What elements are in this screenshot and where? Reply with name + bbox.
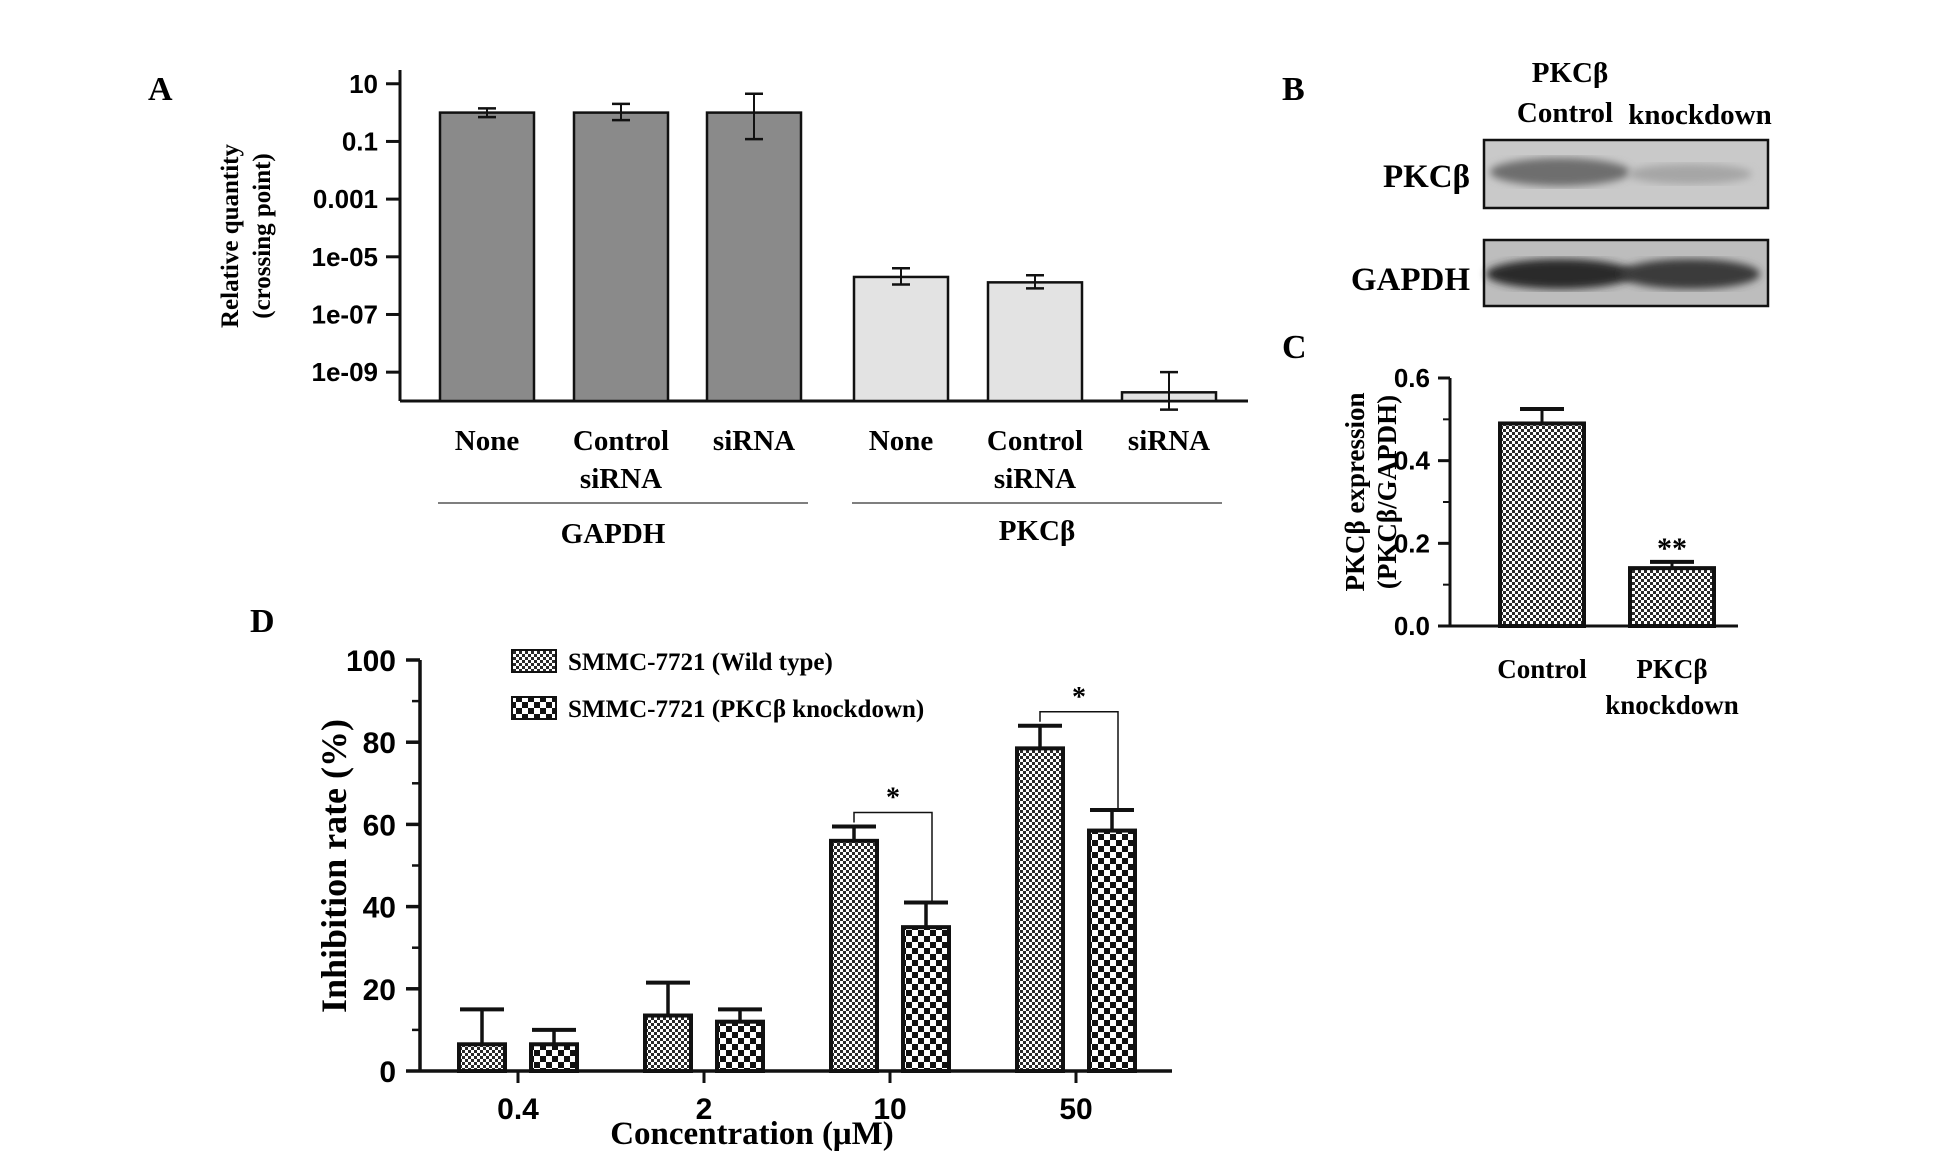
panel-a-bar: [986, 281, 1084, 403]
panel-c-ylabel-line-1: PKCβ expression: [1340, 393, 1370, 592]
blot-column-label-control: Control: [1517, 97, 1613, 129]
panel-label-a: A: [148, 71, 173, 108]
panel-c-y-tick-label: 0.2: [1394, 528, 1430, 558]
panel-a-y-tick-label: 0.1: [342, 126, 378, 156]
panel-a-y-axis-label: Relative quantity (crossing point): [217, 143, 276, 328]
panel-a-ylabel-line-1: Relative quantity: [217, 143, 244, 328]
legend-label-knockdown: SMMC-7721 (PKCβ knockdown): [568, 696, 924, 723]
panel-a-bar: [438, 111, 536, 403]
blot-column-label-knockdown-line-1: PKCβ: [1532, 57, 1609, 89]
panel-a-bar: [852, 275, 950, 403]
panel-d-bar: [529, 1042, 579, 1074]
panel-c-y-tick-label: 0.6: [1394, 363, 1430, 393]
panel-d-y-tick-label: 80: [363, 727, 396, 760]
panel-a-x-tick-label: Control: [987, 425, 1083, 457]
panel-d-bar: [643, 1013, 693, 1074]
panel-d-xlabel: Concentration (μM): [610, 1116, 894, 1152]
panel-a-x-tick-label: siRNA: [713, 425, 795, 457]
blot-band-gapdh-knockdown: [1620, 259, 1760, 289]
panel-d-y-tick-label: 40: [363, 892, 396, 925]
panel-c-significance-mark: **: [1657, 532, 1687, 565]
panel-a-y-tick-label: 0.001: [313, 184, 378, 214]
panel-c-y-tick-label: 0.4: [1394, 446, 1431, 476]
panel-d-y-tick-label: 20: [363, 974, 396, 1007]
blot-band-pkcb-knockdown: [1628, 164, 1752, 184]
panel-d-y-tick-label: 0: [379, 1056, 396, 1089]
panel-a-y-tick-label: 10: [349, 69, 378, 99]
panel-d-bar: [1087, 828, 1137, 1073]
panel-a-y-tick-label: 1e-05: [312, 242, 379, 272]
panel-c-ylabel-line-2: (PKCβ/GAPDH): [1372, 395, 1402, 589]
blot-row-label-gapdh: GAPDH: [1351, 262, 1470, 298]
blot-band-pkcb-control: [1490, 158, 1630, 186]
panel-c-bar: [1498, 421, 1586, 629]
panel-d-bar: [829, 838, 879, 1074]
panel-d-significance-mark: *: [886, 782, 900, 813]
blot-band-gapdh-control: [1486, 259, 1634, 289]
western-blot: PKCβ knockdown Control PKCβ GAPDH: [1351, 57, 1772, 308]
panel-c-chart: 0.0 0.2 0.4 0.6 Control ** PKCβ knockdown: [1394, 363, 1739, 720]
panel-d-x-tick-label: 0.4: [497, 1093, 539, 1126]
panel-c-y-tick-label: 0.0: [1394, 611, 1430, 641]
panel-a-x-tick-label: None: [455, 425, 520, 457]
panel-d-bar: [457, 1042, 507, 1074]
panel-c-x-tick-label: Control: [1497, 654, 1587, 684]
panel-d-significance-bracket: [1039, 711, 1119, 809]
blot-row-label-pkcb: PKCβ: [1383, 159, 1470, 195]
panel-c-x-tick-label: PKCβ: [1636, 654, 1707, 684]
panel-d-ylabel: Inhibition rate (%): [314, 719, 354, 1013]
panel-a-x-tick-label: siRNA: [994, 463, 1076, 495]
panel-d-y-tick-label: 60: [363, 809, 396, 842]
panel-a-x-tick-label: Control: [573, 425, 669, 457]
panel-d-x-tick-label: 50: [1059, 1093, 1092, 1126]
panel-d-bar: [901, 925, 951, 1074]
panel-a-bar: [705, 111, 803, 403]
legend-swatch-wild-type: [511, 649, 557, 673]
panel-d-y-tick-label: 100: [346, 645, 396, 678]
panel-d-x-tick-label: 10: [873, 1093, 906, 1126]
legend-label-wild-type: SMMC-7721 (Wild type): [568, 649, 833, 676]
panel-a-group-label-gapdh: GAPDH: [561, 518, 666, 550]
panel-label-c: C: [1282, 329, 1307, 366]
panel-a-ylabel-line-2: (crossing point): [249, 153, 276, 319]
panel-c-bar: [1628, 566, 1716, 629]
legend-swatch-knockdown: [511, 696, 557, 720]
panel-a-y-tick-label: 1e-09: [312, 357, 379, 387]
panel-a-group-label-pkcb: PKCβ: [999, 515, 1076, 547]
panel-d-legend: SMMC-7721 (Wild type) SMMC-7721 (PKCβ kn…: [511, 649, 924, 723]
panel-a-x-tick-label: siRNA: [1128, 425, 1210, 457]
panel-a-x-tick-label: None: [869, 425, 934, 457]
panel-d-bar: [1015, 746, 1065, 1073]
panel-d-significance-bracket: [853, 811, 933, 901]
panel-a-y-tick-label: 1e-07: [312, 299, 379, 329]
panel-a-chart: 10 0.1 0.001 1e-05 1e-07 1e-09 None Control siRN…: [312, 69, 1248, 495]
panel-a-bar: [572, 111, 670, 403]
panel-d-x-tick-label: 2: [696, 1093, 713, 1126]
panel-d-bar: [715, 1019, 765, 1073]
panel-d-chart: 0 20 40 60 80 100 0.4 2 10 * 50 *: [346, 645, 1172, 1126]
panel-a-x-tick-label: siRNA: [580, 463, 662, 495]
panel-label-b: B: [1282, 71, 1305, 108]
panel-label-d: D: [250, 603, 275, 640]
panel-c-x-tick-label: knockdown: [1605, 690, 1739, 720]
blot-column-label-knockdown-line-2: knockdown: [1628, 99, 1771, 131]
panel-d-significance-mark: *: [1072, 682, 1086, 713]
